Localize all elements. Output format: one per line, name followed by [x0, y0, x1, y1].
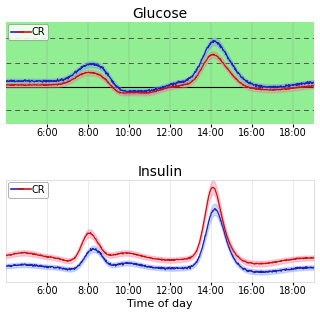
Title: Insulin: Insulin: [137, 165, 183, 179]
Title: Glucose: Glucose: [132, 7, 188, 21]
X-axis label: Time of day: Time of day: [127, 299, 193, 308]
Legend: , CR: , CR: [8, 182, 48, 198]
Legend: , CR: , CR: [8, 24, 48, 40]
